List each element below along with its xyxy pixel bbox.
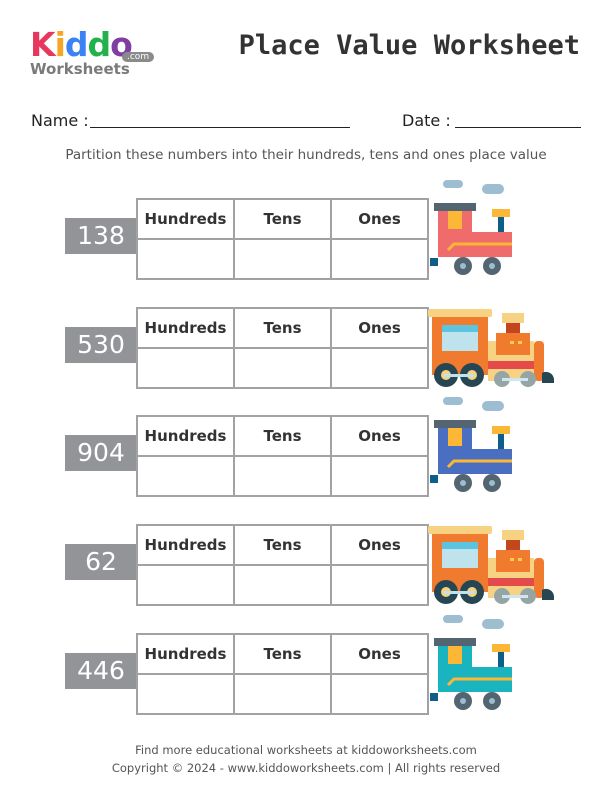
column-header: Hundreds	[136, 524, 235, 566]
train-icon	[428, 289, 558, 393]
footer-line-2: Copyright © 2024 - www.kiddoworksheets.c…	[111, 761, 501, 775]
place-value-row: 446 Hundreds Tens Ones	[0, 615, 612, 733]
place-value-row: 62 Hundreds Tens Ones	[0, 524, 612, 624]
column-header: Hundreds	[136, 633, 235, 675]
logo-letter: i	[54, 25, 66, 64]
place-value-table: Hundreds Tens Ones	[136, 307, 429, 389]
place-value-table: Hundreds Tens Ones	[136, 524, 429, 606]
ones-answer-cell[interactable]	[330, 673, 429, 715]
tens-answer-cell[interactable]	[233, 673, 332, 715]
column-header: Tens	[233, 307, 332, 349]
train-icon	[428, 397, 518, 501]
ones-answer-cell[interactable]	[330, 564, 429, 606]
column-header: Tens	[233, 415, 332, 457]
number-label: 138	[65, 218, 137, 254]
column-header: Ones	[330, 198, 429, 240]
instructions: Partition these numbers into their hundr…	[65, 147, 547, 163]
column-header: Tens	[233, 633, 332, 675]
ones-answer-cell[interactable]	[330, 347, 429, 389]
hundreds-answer-cell[interactable]	[136, 564, 235, 606]
column-header: Ones	[330, 307, 429, 349]
number-label: 904	[65, 435, 137, 471]
footer-line-1: Find more educational worksheets at kidd…	[135, 743, 477, 757]
date-field[interactable]	[455, 127, 581, 128]
train-icon	[428, 506, 558, 610]
number-label: 446	[65, 653, 137, 689]
hundreds-answer-cell[interactable]	[136, 347, 235, 389]
hundreds-answer-cell[interactable]	[136, 455, 235, 497]
column-header: Tens	[233, 524, 332, 566]
tens-answer-cell[interactable]	[233, 455, 332, 497]
logo-letter: K	[30, 25, 56, 64]
place-value-row: 138 Hundreds Tens Ones	[0, 180, 612, 298]
tens-answer-cell[interactable]	[233, 238, 332, 280]
logo-subtitle: Worksheets	[30, 60, 130, 78]
page-title: Place Value Worksheet	[238, 30, 580, 61]
column-header: Tens	[233, 198, 332, 240]
logo-com: .com	[122, 52, 155, 62]
column-header: Ones	[330, 524, 429, 566]
train-icon	[428, 180, 518, 284]
hundreds-answer-cell[interactable]	[136, 238, 235, 280]
number-label: 530	[65, 327, 137, 363]
train-icon	[428, 615, 518, 719]
tens-answer-cell[interactable]	[233, 347, 332, 389]
place-value-row: 904 Hundreds Tens Ones	[0, 397, 612, 515]
tens-answer-cell[interactable]	[233, 564, 332, 606]
column-header: Ones	[330, 633, 429, 675]
place-value-row: 530 Hundreds Tens Ones	[0, 307, 612, 407]
date-label: Date :	[402, 111, 451, 130]
logo-letter: d	[64, 25, 89, 64]
kiddo-worksheets-logo: Kiddo Worksheets .com	[30, 25, 155, 78]
ones-answer-cell[interactable]	[330, 455, 429, 497]
logo-letter: d	[87, 25, 112, 64]
column-header: Hundreds	[136, 198, 235, 240]
ones-answer-cell[interactable]	[330, 238, 429, 280]
hundreds-answer-cell[interactable]	[136, 673, 235, 715]
column-header: Hundreds	[136, 415, 235, 457]
place-value-table: Hundreds Tens Ones	[136, 633, 429, 715]
place-value-table: Hundreds Tens Ones	[136, 415, 429, 497]
name-field[interactable]	[90, 127, 350, 128]
column-header: Ones	[330, 415, 429, 457]
column-header: Hundreds	[136, 307, 235, 349]
number-label: 62	[65, 544, 137, 580]
name-label: Name :	[31, 111, 89, 130]
place-value-table: Hundreds Tens Ones	[136, 198, 429, 280]
